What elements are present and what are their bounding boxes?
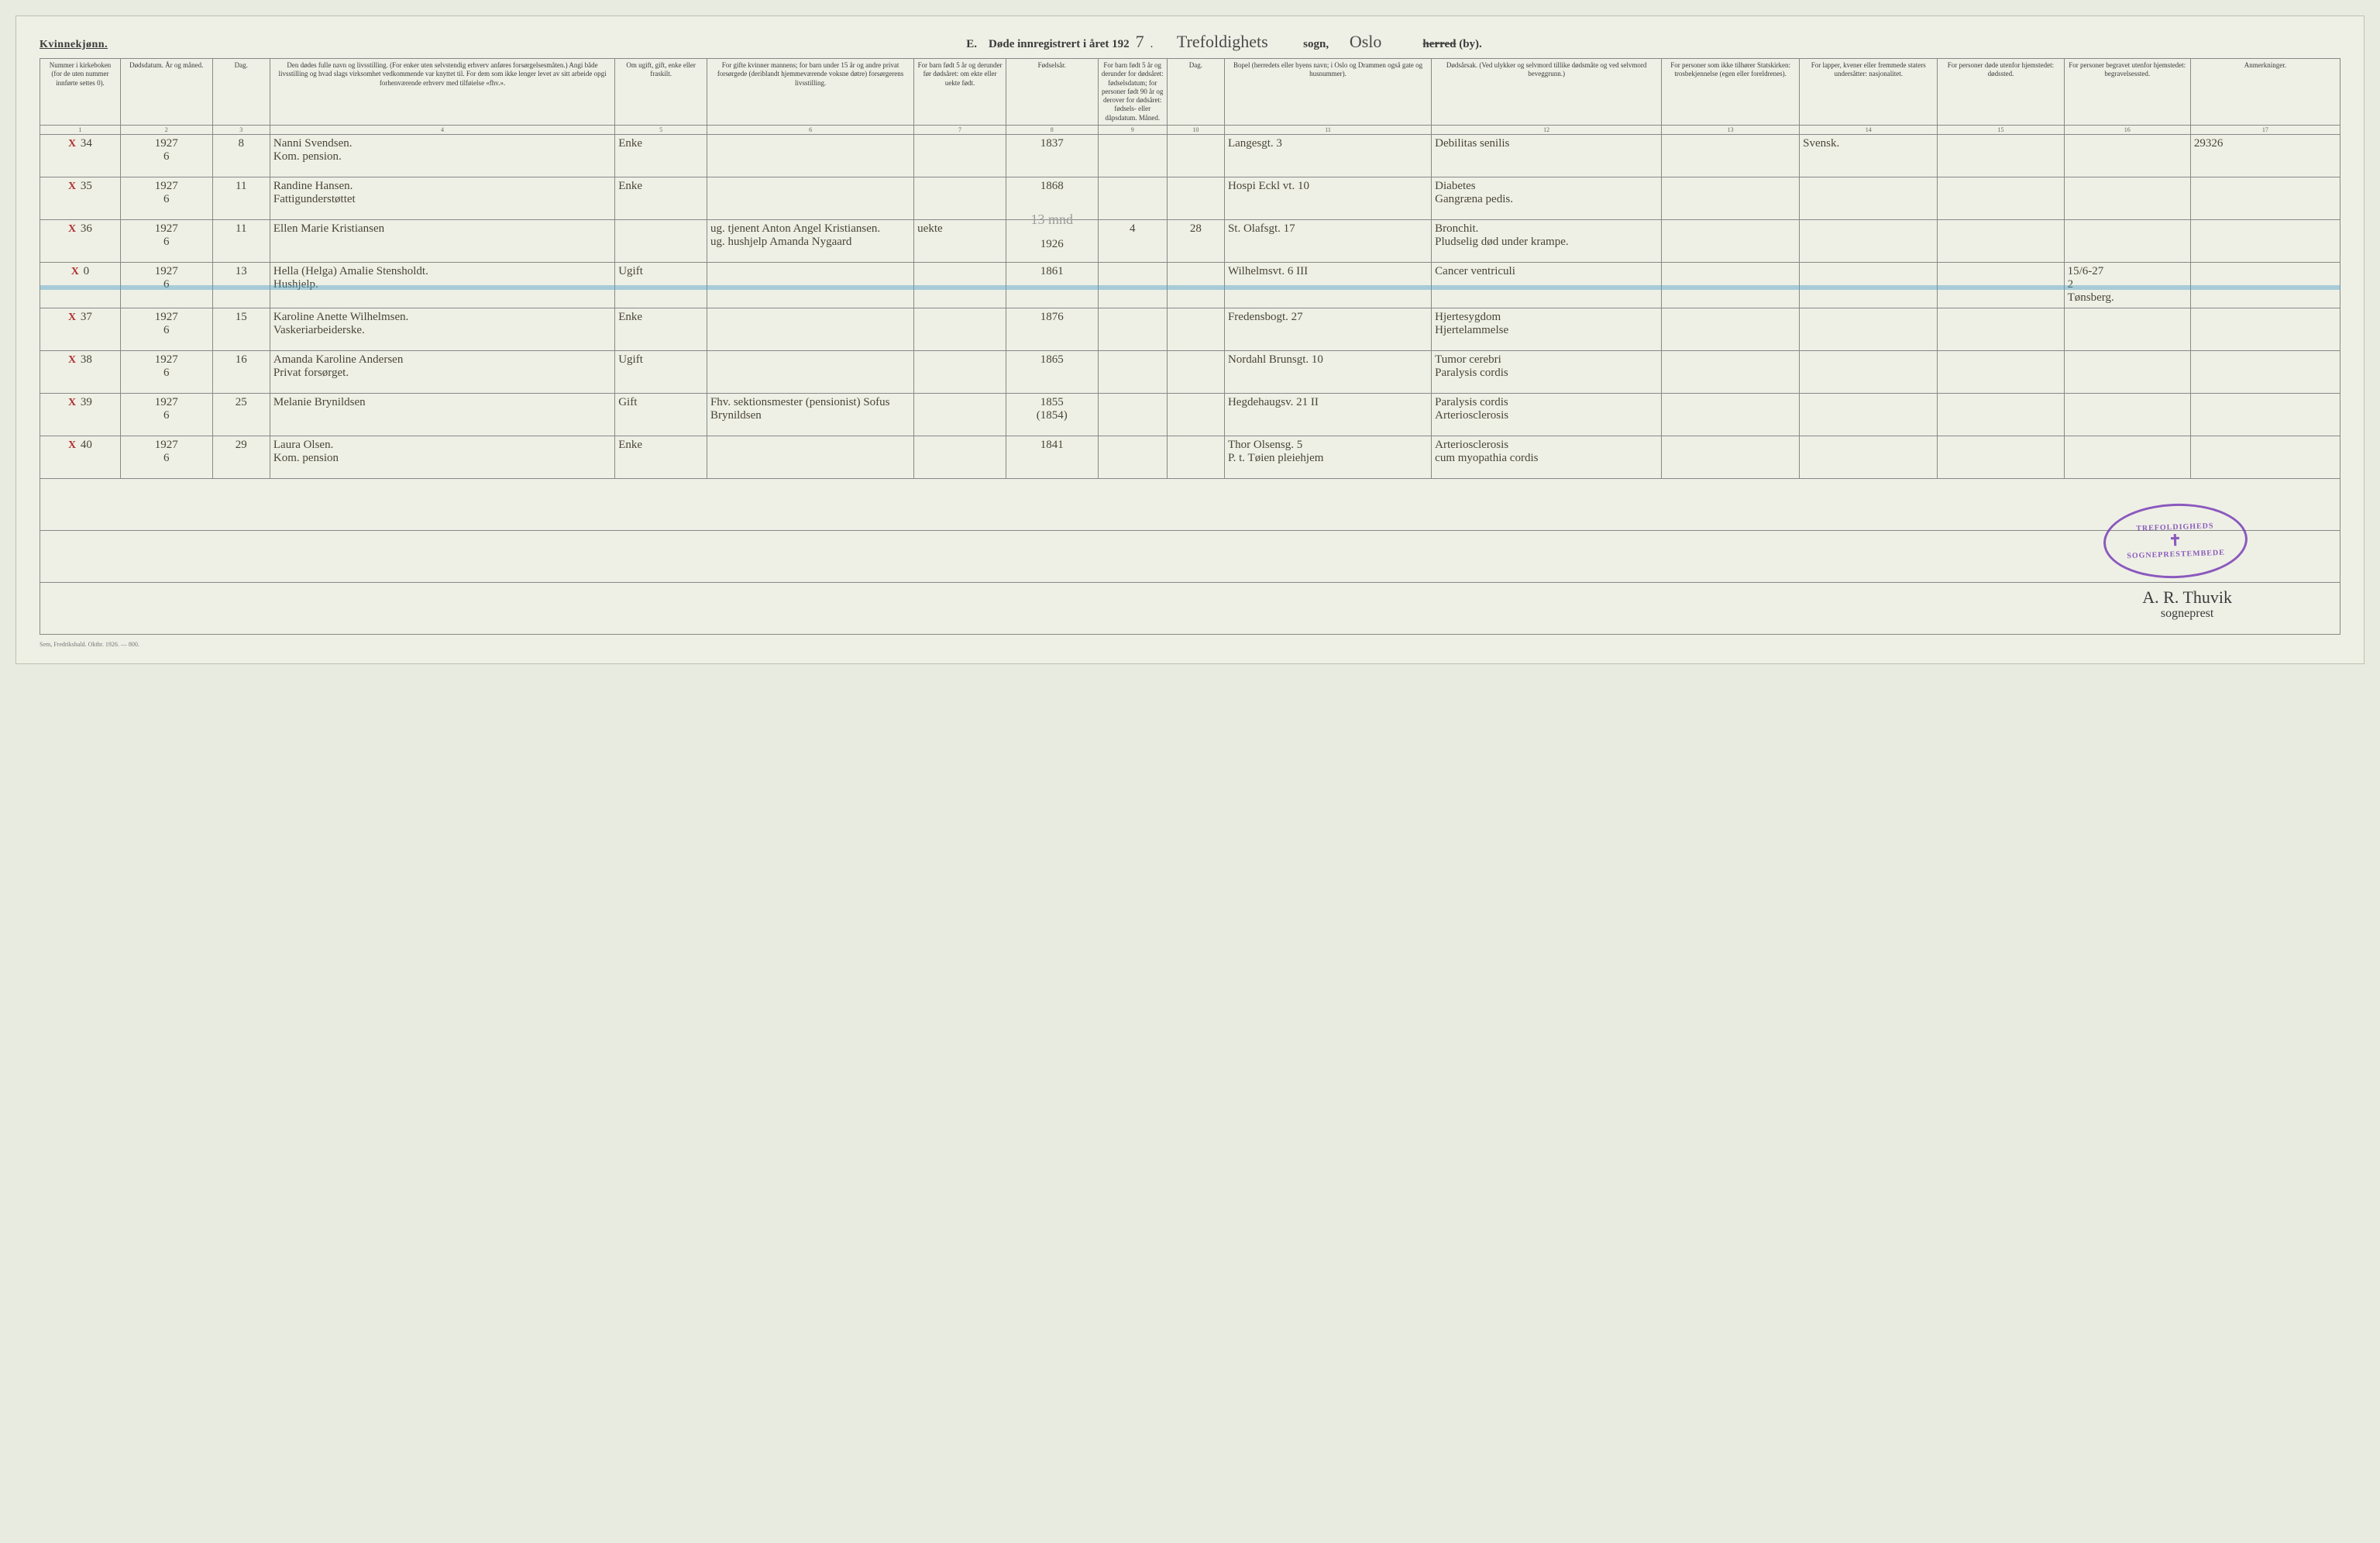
column-header: Anmerkninger. (2190, 59, 2340, 126)
column-header: For personer begravet utenfor hjemstedet… (2064, 59, 2190, 126)
column-header: For gifte kvinner mannens; for barn unde… (707, 59, 913, 126)
title: E. Døde innregistrert i året 1927. Trefo… (108, 32, 2340, 52)
header: Kvinnekjønn. E. Døde innregistrert i åre… (40, 32, 2340, 52)
city-name: Oslo (1343, 32, 1388, 51)
column-header: Nummer i kirke­boken (for de uten nummer… (40, 59, 121, 126)
printer-footer: Sem, Fredrikshald. Oktbr. 1926. — 800. (40, 641, 2340, 648)
empty-row (40, 478, 2340, 530)
column-header: Den dødes fulle navn og livsstilling. (F… (270, 59, 614, 126)
register-page: Kvinnekjønn. E. Døde innregistrert i åre… (15, 15, 2365, 664)
column-header: For barn født 5 år og derunder før døds­… (914, 59, 1006, 126)
column-header: For personer døde utenfor hjemstedet: dø… (1938, 59, 2064, 126)
column-header: Dødsårsak. (Ved ulykker og selv­mord til… (1432, 59, 1662, 126)
column-header: Dødsdatum. År og måned. (120, 59, 212, 126)
table-head: Nummer i kirke­boken (for de uten nummer… (40, 59, 2340, 126)
column-header: For barn født 5 år og der­under for døds… (1098, 59, 1167, 126)
column-numbers: 1234567891011121314151617 (40, 125, 2340, 134)
column-header: Dag. (1167, 59, 1224, 126)
record-row: X 01927 613Hella (Helga) Amalie Stenshol… (40, 262, 2340, 308)
signature: A. R. Thuvik sogneprest (2142, 588, 2232, 621)
register-table: Nummer i kirke­boken (for de uten nummer… (40, 58, 2340, 635)
record-row: X 361927 611Ellen Marie Kristiansenug. t… (40, 219, 2340, 262)
record-row: X 341927 68Nanni Svendsen. Kom. pension.… (40, 134, 2340, 177)
record-row: X 381927 616Amanda Karoline Andersen Pri… (40, 350, 2340, 393)
column-header: Om ugift, gift, enke eller fraskilt. (615, 59, 707, 126)
record-row: X 401927 629Laura Olsen. Kom. pensionEnk… (40, 436, 2340, 478)
column-header: Dag. (212, 59, 270, 126)
record-row: X 351927 611Randine Hansen. Fattigunders… (40, 177, 2340, 219)
column-header: Bopel (herredets eller byens navn; i Osl… (1224, 59, 1431, 126)
parish-name: Trefoldighets (1171, 32, 1274, 51)
table-body: X 341927 68Nanni Svendsen. Kom. pension.… (40, 134, 2340, 478)
column-header: For lapper, kvener eller fremmede stater… (1800, 59, 1938, 126)
column-header: For personer som ikke tilhører Statskirk… (1662, 59, 1800, 126)
gender-label: Kvinnekjønn. (40, 39, 108, 51)
empty-row (40, 582, 2340, 634)
record-row: X 371927 615Karoline Anette Wilhelmsen. … (40, 308, 2340, 350)
empty-row (40, 530, 2340, 582)
record-row: X 391927 625Melanie BrynildsenGiftFhv. s… (40, 393, 2340, 436)
column-header: Fødsels­år. (1006, 59, 1098, 126)
